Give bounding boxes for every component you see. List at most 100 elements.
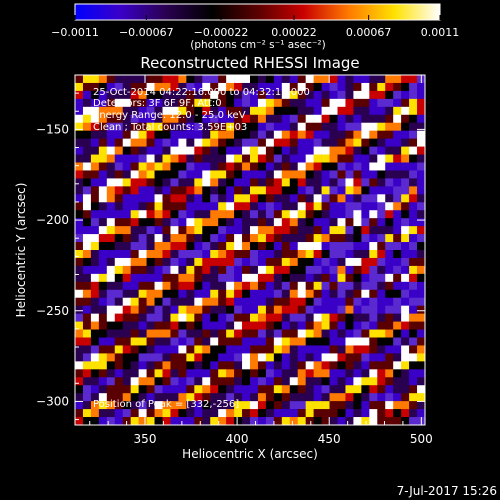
heatmap-cell: [297, 401, 306, 410]
heatmap-cell: [401, 250, 410, 259]
heatmap-cell: [377, 242, 386, 251]
heatmap-cell: [218, 146, 227, 155]
heatmap-cell: [218, 210, 227, 219]
heatmap-cell: [265, 361, 275, 370]
heatmap-cell: [98, 361, 108, 370]
heatmap-cell: [361, 178, 370, 187]
heatmap-cell: [178, 393, 187, 402]
heatmap-cell: [130, 329, 139, 338]
heatmap-cell: [417, 305, 426, 314]
heatmap-cell: [353, 98, 362, 108]
heatmap-cell: [106, 313, 116, 322]
heatmap-cell: [210, 234, 219, 243]
heatmap-cell: [281, 242, 291, 251]
heatmap-cell: [401, 409, 410, 418]
heatmap-cell: [313, 202, 322, 211]
heatmap-cell: [154, 170, 163, 179]
heatmap-cell: [289, 154, 299, 163]
heatmap-cell: [234, 409, 243, 418]
heatmap-cell: [393, 361, 402, 370]
heatmap-cell: [289, 281, 299, 291]
heatmap-cell: [289, 106, 299, 116]
heatmap-cell: [273, 281, 283, 291]
heatmap-cell: [186, 146, 195, 155]
heatmap-cell: [98, 313, 108, 322]
heatmap-cell: [337, 178, 346, 187]
heatmap-cell: [257, 305, 267, 314]
heatmap-cell: [154, 146, 163, 155]
heatmap-cell: [162, 353, 171, 362]
heatmap-cell: [186, 202, 195, 211]
heatmap-cell: [154, 202, 163, 211]
heatmap-cell: [138, 210, 147, 219]
heatmap-cell: [337, 154, 346, 163]
heatmap-cell: [289, 122, 299, 131]
heatmap-cell: [321, 369, 330, 378]
heatmap-cell: [90, 393, 100, 402]
heatmap-cell: [82, 313, 92, 322]
heatmap-cell: [361, 297, 370, 306]
heatmap-cell: [210, 242, 219, 251]
heatmap-cell: [82, 138, 92, 147]
heatmap-cell: [106, 417, 116, 426]
heatmap-cell: [353, 162, 362, 171]
heatmap-cell: [234, 98, 243, 108]
heatmap-cell: [289, 305, 299, 314]
heatmap-cell: [90, 122, 100, 131]
heatmap-cell: [210, 170, 219, 179]
heatmap-cell: [146, 385, 155, 394]
heatmap-cell: [75, 385, 84, 394]
heatmap-cell: [281, 337, 291, 346]
heatmap-cell: [345, 138, 354, 147]
heatmap-cell: [337, 138, 346, 147]
heatmap-cell: [345, 417, 354, 426]
heatmap-cell: [146, 305, 155, 314]
heatmap-cell: [178, 361, 187, 370]
heatmap-cell: [82, 170, 92, 179]
heatmap-cell: [242, 75, 251, 84]
heatmap-cell: [202, 106, 211, 116]
heatmap-cell: [321, 122, 330, 131]
heatmap-cell: [393, 250, 402, 259]
heatmap-cell: [369, 377, 378, 386]
heatmap-cell: [202, 345, 211, 354]
heatmap-cell: [75, 130, 84, 139]
heatmap-cell: [401, 297, 410, 306]
heatmap-cell: [122, 297, 131, 306]
heatmap-cell: [210, 369, 219, 378]
heatmap-cell: [98, 377, 108, 386]
heatmap-cell: [162, 281, 171, 291]
heatmap-cell: [297, 82, 306, 92]
heatmap-cell: [194, 90, 203, 100]
heatmap-cell: [98, 257, 108, 267]
heatmap-cell: [186, 273, 195, 283]
heatmap-cell: [170, 345, 179, 354]
heatmap-cell: [178, 337, 187, 346]
heatmap-cell: [329, 162, 338, 171]
heatmap-cell: [114, 178, 124, 187]
heatmap-cell: [393, 353, 402, 362]
heatmap-cell: [75, 178, 84, 187]
heatmap-cell: [353, 234, 362, 243]
heatmap-cell: [281, 146, 291, 155]
heatmap-cell: [226, 289, 235, 299]
heatmap-cell: [114, 82, 124, 92]
heatmap-cell: [361, 305, 370, 314]
heatmap-cell: [377, 401, 386, 410]
heatmap-cell: [130, 226, 139, 235]
heatmap-cell: [114, 361, 124, 370]
heatmap-cell: [210, 401, 219, 410]
heatmap-cell: [385, 75, 394, 84]
heatmap-cell: [242, 202, 251, 211]
annotation-time-range: 25-Oct-2014 04:22:16.000 to 04:32:16.000: [93, 87, 310, 98]
heatmap-cell: [90, 146, 100, 155]
heatmap-cell: [194, 234, 203, 243]
heatmap-cell: [345, 154, 354, 163]
heatmap-cell: [250, 385, 259, 394]
heatmap-cell: [170, 202, 179, 211]
heatmap-cell: [75, 361, 84, 370]
heatmap-cell: [305, 154, 314, 163]
heatmap-cell: [313, 265, 322, 275]
heatmap-cell: [114, 417, 124, 426]
heatmap-cell: [106, 90, 116, 100]
